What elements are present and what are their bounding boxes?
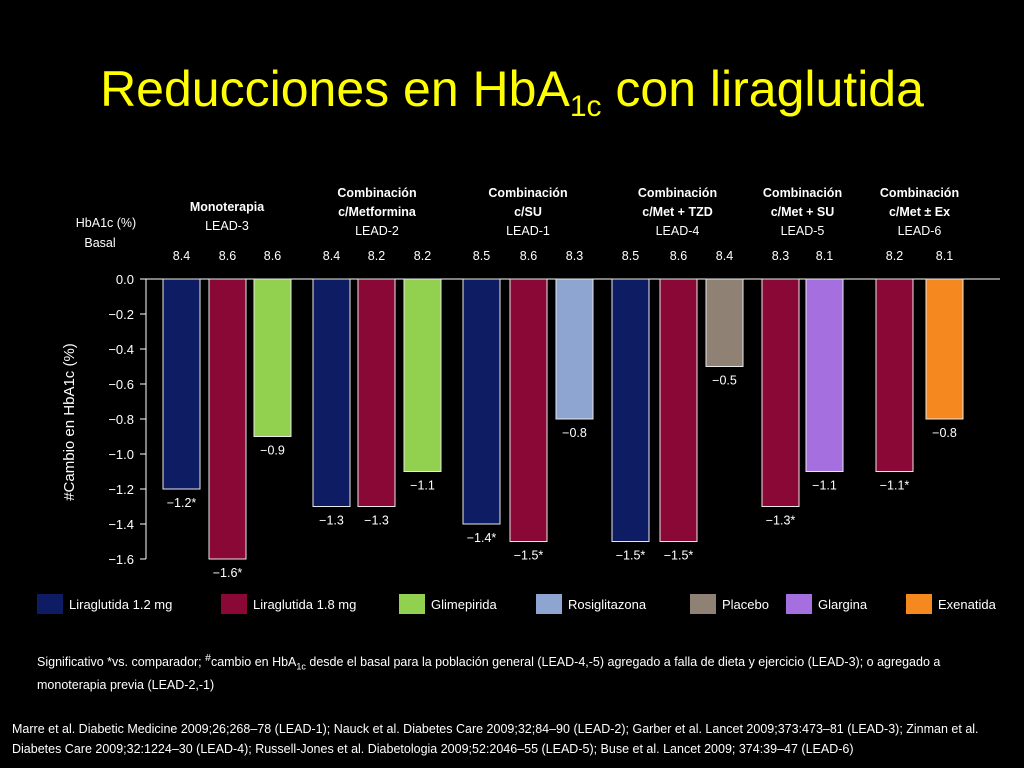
y-tick-label: −0.8: [108, 412, 134, 427]
baseline-value: 8.3: [772, 249, 789, 263]
bar: [162, 278, 201, 490]
bar: [611, 278, 650, 542]
baseline-value: 8.4: [323, 249, 340, 263]
baseline-value: 8.6: [219, 249, 236, 263]
group-header-line: LEAD-3: [205, 219, 249, 233]
group-header-line: c/Met ± Ex: [889, 205, 950, 219]
slide-title: Reducciones en HbA1c con liraglutida: [100, 61, 924, 123]
legend-label: Liraglutida 1.2 mg: [69, 597, 173, 612]
y-tick-label: −1.4: [108, 517, 134, 532]
baseline-value: 8.6: [264, 249, 281, 263]
baseline-value: 8.2: [414, 249, 431, 263]
baseline-header-line2: Basal: [84, 236, 115, 250]
footnote: Significativo *vs. comparador; #cambio e…: [37, 653, 941, 692]
baseline-value: 8.6: [520, 249, 537, 263]
baseline-value: 8.1: [936, 249, 953, 263]
bar: [509, 278, 548, 542]
group-header-line: c/Metformina: [338, 205, 417, 219]
legend-label: Liraglutida 1.8 mg: [253, 597, 357, 612]
data-label: −1.2*: [167, 496, 197, 510]
bar: [761, 278, 800, 507]
baseline-value: 8.5: [622, 249, 639, 263]
bar: [253, 278, 292, 437]
baseline-value: 8.1: [816, 249, 833, 263]
legend-label: Glargina: [818, 597, 868, 612]
legend-swatch: [399, 594, 425, 614]
data-label: −1.1*: [880, 479, 910, 493]
bar: [403, 278, 442, 472]
data-label: −1.5*: [664, 549, 694, 563]
legend-swatch: [906, 594, 932, 614]
group-header-line: LEAD-5: [781, 224, 825, 238]
baseline-value: 8.3: [566, 249, 583, 263]
y-tick-label: −0.4: [108, 342, 134, 357]
baseline-value: 8.4: [716, 249, 733, 263]
group-header-line: Combinación: [880, 186, 959, 200]
data-label: −0.5: [712, 374, 737, 388]
baseline-value: 8.2: [886, 249, 903, 263]
bar: [462, 278, 501, 525]
data-label: −1.5*: [514, 549, 544, 563]
data-label: −1.5*: [616, 549, 646, 563]
baseline-value: 8.5: [473, 249, 490, 263]
y-tick-label: −0.6: [108, 377, 134, 392]
bar: [312, 278, 351, 507]
y-tick-label: −1.0: [108, 447, 134, 462]
group-header-line: c/Met + TZD: [642, 205, 713, 219]
legend-swatch: [221, 594, 247, 614]
bar: [555, 278, 594, 420]
baseline-header-line1: HbA1c (%): [76, 216, 136, 230]
data-label: −0.8: [932, 426, 957, 440]
legend-swatch: [37, 594, 63, 614]
bar: [659, 278, 698, 542]
data-label: −1.3: [364, 514, 389, 528]
bar: [875, 278, 914, 472]
data-label: −1.3: [319, 514, 344, 528]
group-header-line: Combinación: [763, 186, 842, 200]
data-label: −0.9: [260, 444, 285, 458]
group-header-line: Combinación: [638, 186, 717, 200]
data-label: −1.3*: [766, 514, 796, 528]
bar: [705, 278, 744, 367]
group-header-line: Monoterapia: [190, 200, 265, 214]
y-tick-label: −1.6: [108, 552, 134, 567]
legend-swatch: [690, 594, 716, 614]
bar: [805, 278, 844, 472]
y-tick-label: 0.0: [116, 272, 134, 287]
bar: [357, 278, 396, 507]
group-header-line: Combinación: [488, 186, 567, 200]
references: Marre et al. Diabetic Medicine 2009;26;2…: [12, 722, 979, 756]
legend-label: Rosiglitazona: [568, 597, 647, 612]
baseline-value: 8.2: [368, 249, 385, 263]
legend-swatch: [786, 594, 812, 614]
hba1c-bar-chart: 0.0 −0.2 −0.4 −0.6 −0.8 −1.0 −1.2 −1.4 −1.6 #Camb…: [61, 186, 1000, 580]
legend-label: Glimepirida: [431, 597, 497, 612]
group-header-line: LEAD-1: [506, 224, 550, 238]
data-label: −1.1: [812, 479, 837, 493]
data-label: −0.8: [562, 426, 587, 440]
group-header-line: c/SU: [514, 205, 542, 219]
data-label: −1.1: [410, 479, 435, 493]
baseline-value: 8.6: [670, 249, 687, 263]
data-label: −1.6*: [213, 566, 243, 580]
group-header-line: LEAD-2: [355, 224, 399, 238]
bar: [208, 278, 247, 560]
baseline-value: 8.4: [173, 249, 190, 263]
group-header-line: c/Met + SU: [771, 205, 835, 219]
y-tick-label: −0.2: [108, 307, 134, 322]
group-header-line: LEAD-4: [656, 224, 700, 238]
legend-swatch: [536, 594, 562, 614]
legend-label: Exenatida: [938, 597, 996, 612]
y-axis-title: #Cambio en HbA1c (%): [61, 343, 78, 501]
group-header-line: Combinación: [337, 186, 416, 200]
legend-label: Placebo: [722, 597, 769, 612]
y-tick-label: −1.2: [108, 482, 134, 497]
bar: [925, 278, 964, 420]
group-header-line: LEAD-6: [898, 224, 942, 238]
data-label: −1.4*: [467, 531, 497, 545]
